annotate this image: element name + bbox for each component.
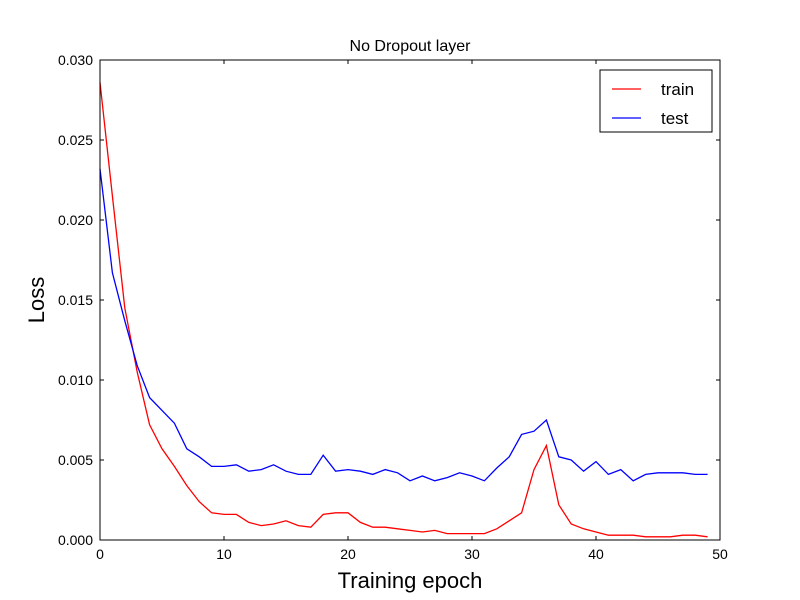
chart-title: No Dropout layer <box>350 38 472 55</box>
series-line-train <box>99 82 708 538</box>
y-tick-label: 0.015 <box>58 292 93 308</box>
x-tick-label: 0 <box>96 546 104 562</box>
x-tick-label: 40 <box>588 546 604 562</box>
series-line-test <box>99 168 708 482</box>
y-tick-label: 0.005 <box>58 452 93 468</box>
series-layer <box>99 82 708 538</box>
y-tick-label: 0.030 <box>58 52 93 68</box>
y-axis-label: Loss <box>24 277 49 323</box>
x-tick-label: 50 <box>712 546 728 562</box>
legend: train test <box>599 69 713 133</box>
tick-label-layer: 0 10 20 30 40 50 0.000 0.005 0.010 0.015 0.020 0.02… <box>58 52 728 562</box>
legend-test-label: test <box>661 109 689 128</box>
x-tick-label: 30 <box>464 546 480 562</box>
x-tick-label: 10 <box>216 546 232 562</box>
y-tick-label: 0.025 <box>58 132 93 148</box>
legend-box <box>599 69 713 133</box>
x-axis-label: Training epoch <box>338 568 483 593</box>
y-tick-label: 0.000 <box>58 532 93 548</box>
legend-train-label: train <box>661 80 694 99</box>
y-tick-label: 0.010 <box>58 372 93 388</box>
y-tick-label: 0.020 <box>58 212 93 228</box>
tick-layer <box>99 59 721 541</box>
x-tick-label: 20 <box>340 546 356 562</box>
